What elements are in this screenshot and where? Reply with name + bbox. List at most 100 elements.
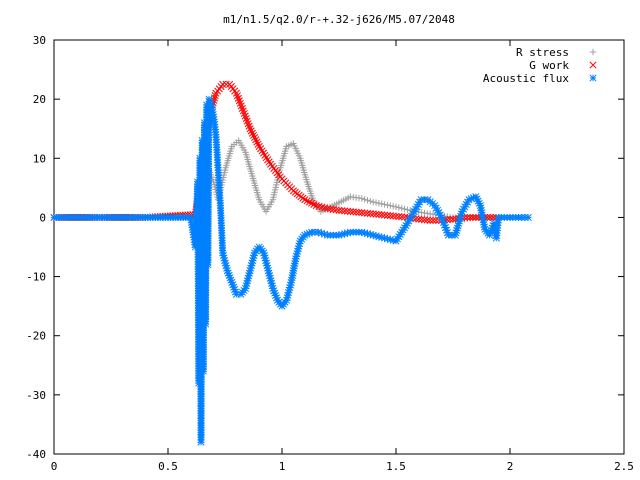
y-tick-label: -40 — [26, 448, 46, 461]
y-tick-label: -10 — [26, 271, 46, 284]
data-point — [245, 122, 253, 130]
data-point — [233, 92, 241, 100]
data-point — [358, 209, 366, 217]
data-point — [310, 200, 318, 208]
plot-frame — [53, 39, 625, 455]
legend-label: R stress — [516, 46, 569, 59]
data-point — [423, 216, 431, 224]
data-point — [363, 209, 372, 217]
data-point — [303, 197, 311, 205]
data-point — [398, 213, 406, 221]
data-point — [466, 213, 474, 221]
x-tick-label: 0 — [51, 460, 58, 473]
data-point — [234, 94, 242, 102]
data-point — [253, 138, 261, 146]
data-point — [369, 210, 377, 218]
legend-marker — [589, 74, 597, 82]
legend-marker — [589, 48, 597, 56]
data-point — [378, 211, 386, 219]
data-point — [254, 140, 262, 148]
data-point — [375, 210, 383, 219]
data-point — [329, 205, 337, 213]
data-point — [251, 134, 259, 142]
data-point — [383, 211, 392, 219]
data-point — [446, 215, 454, 224]
y-tick-label: -20 — [26, 330, 46, 343]
data-point — [463, 213, 471, 221]
data-point — [395, 204, 403, 211]
data-point — [389, 212, 397, 220]
y-tick-label: 10 — [33, 152, 46, 165]
x-tick-label: 1.5 — [386, 460, 406, 473]
data-point — [426, 216, 434, 224]
data-point — [222, 80, 230, 88]
data-point — [355, 208, 363, 216]
data-point — [308, 199, 316, 207]
plot-area — [50, 80, 532, 446]
data-point — [432, 216, 440, 224]
data-point — [248, 129, 256, 137]
data-point — [305, 198, 313, 206]
data-point — [404, 206, 411, 213]
data-point — [372, 199, 380, 206]
data-point — [343, 207, 352, 215]
data-point — [326, 205, 335, 213]
data-point — [384, 201, 391, 209]
data-point — [252, 136, 260, 144]
legend-label: Acoustic flux — [483, 72, 569, 85]
chart-title: m1/n1.5/q2.0/r-+.32-j626/M5.07/2048 — [223, 13, 455, 26]
data-point — [247, 127, 255, 135]
data-point — [381, 211, 389, 219]
data-point — [244, 120, 252, 128]
data-point — [401, 205, 408, 213]
data-point — [361, 196, 368, 203]
data-point — [372, 210, 380, 218]
x-tick-label: 2.5 — [614, 460, 634, 473]
x-tick-label: 0.5 — [158, 460, 178, 473]
data-point — [370, 198, 377, 206]
data-point — [429, 216, 437, 224]
series-acoustic-flux — [50, 95, 532, 446]
data-point — [366, 210, 374, 218]
data-point — [324, 205, 332, 213]
data-point — [358, 195, 365, 202]
data-point — [236, 99, 244, 107]
data-point — [386, 212, 394, 220]
data-point — [238, 104, 246, 112]
data-point — [249, 131, 258, 139]
data-point — [449, 215, 457, 223]
y-tick-label: 30 — [33, 34, 46, 47]
y-tick-label: 0 — [39, 211, 46, 224]
data-point — [469, 213, 477, 221]
data-point — [349, 208, 357, 216]
data-point — [241, 112, 249, 120]
data-point — [418, 215, 426, 224]
y-tick-label: 20 — [33, 93, 46, 106]
data-point — [398, 205, 405, 212]
x-tick-label: 1 — [279, 460, 286, 473]
data-point — [246, 125, 254, 133]
data-point — [211, 92, 219, 100]
data-point — [338, 207, 346, 215]
data-point — [335, 206, 343, 214]
data-point — [232, 89, 240, 97]
data-point — [352, 208, 360, 216]
data-point — [243, 117, 251, 125]
series-r-stress — [50, 137, 500, 223]
data-point — [346, 207, 354, 216]
data-point — [301, 196, 309, 204]
data-point — [332, 206, 340, 214]
legend-label: G work — [529, 59, 569, 72]
data-point — [387, 202, 394, 209]
legend-marker — [589, 61, 597, 69]
data-point — [239, 107, 247, 115]
data-point — [367, 197, 374, 205]
data-point — [420, 216, 429, 224]
data-point — [240, 109, 248, 118]
data-point — [219, 80, 227, 88]
data-point — [389, 202, 397, 210]
data-point — [486, 213, 494, 221]
data-point — [364, 197, 371, 204]
